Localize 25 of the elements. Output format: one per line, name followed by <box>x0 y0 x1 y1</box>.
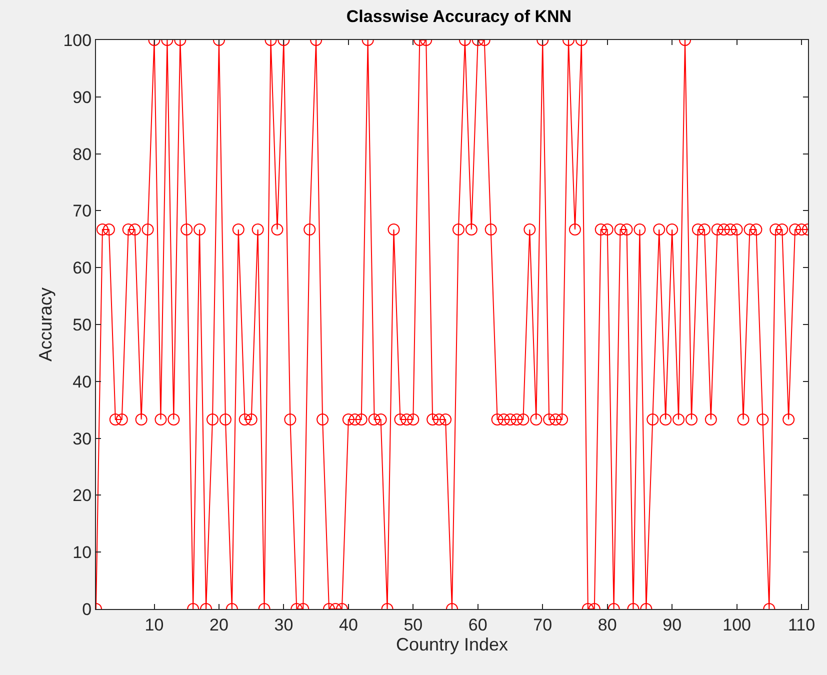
y-axis-title: Accuracy <box>35 287 56 362</box>
x-tick-label: 40 <box>338 615 358 634</box>
y-tick-label: 90 <box>72 88 92 107</box>
y-tick-label: 30 <box>72 429 92 448</box>
x-tick-label: 90 <box>662 615 682 634</box>
y-tick-label: 60 <box>72 258 92 278</box>
x-tick-label: 50 <box>404 615 423 634</box>
y-tick-label: 40 <box>72 372 92 392</box>
x-tick-label: 20 <box>210 615 228 634</box>
y-tick-label: 20 <box>72 486 92 506</box>
x-tick-label: 110 <box>788 615 816 634</box>
y-tick-label: 80 <box>72 144 92 164</box>
y-tick-label: 0 <box>82 600 92 619</box>
x-tick-label: 10 <box>144 615 164 634</box>
y-tick-label: 70 <box>72 202 92 221</box>
x-tick-label: 100 <box>722 615 751 634</box>
x-tick-label: 70 <box>533 615 552 634</box>
y-tick-label: 50 <box>72 315 92 334</box>
x-tick-label: 80 <box>598 615 617 634</box>
x-tick-label: 30 <box>274 615 294 634</box>
y-tick-label: 10 <box>72 543 92 562</box>
x-tick-label: 60 <box>468 615 488 634</box>
x-axis-title: Country Index <box>396 634 508 654</box>
chart-title: Classwise Accuracy of KNN <box>346 7 572 26</box>
y-tick-label: 100 <box>63 30 92 50</box>
